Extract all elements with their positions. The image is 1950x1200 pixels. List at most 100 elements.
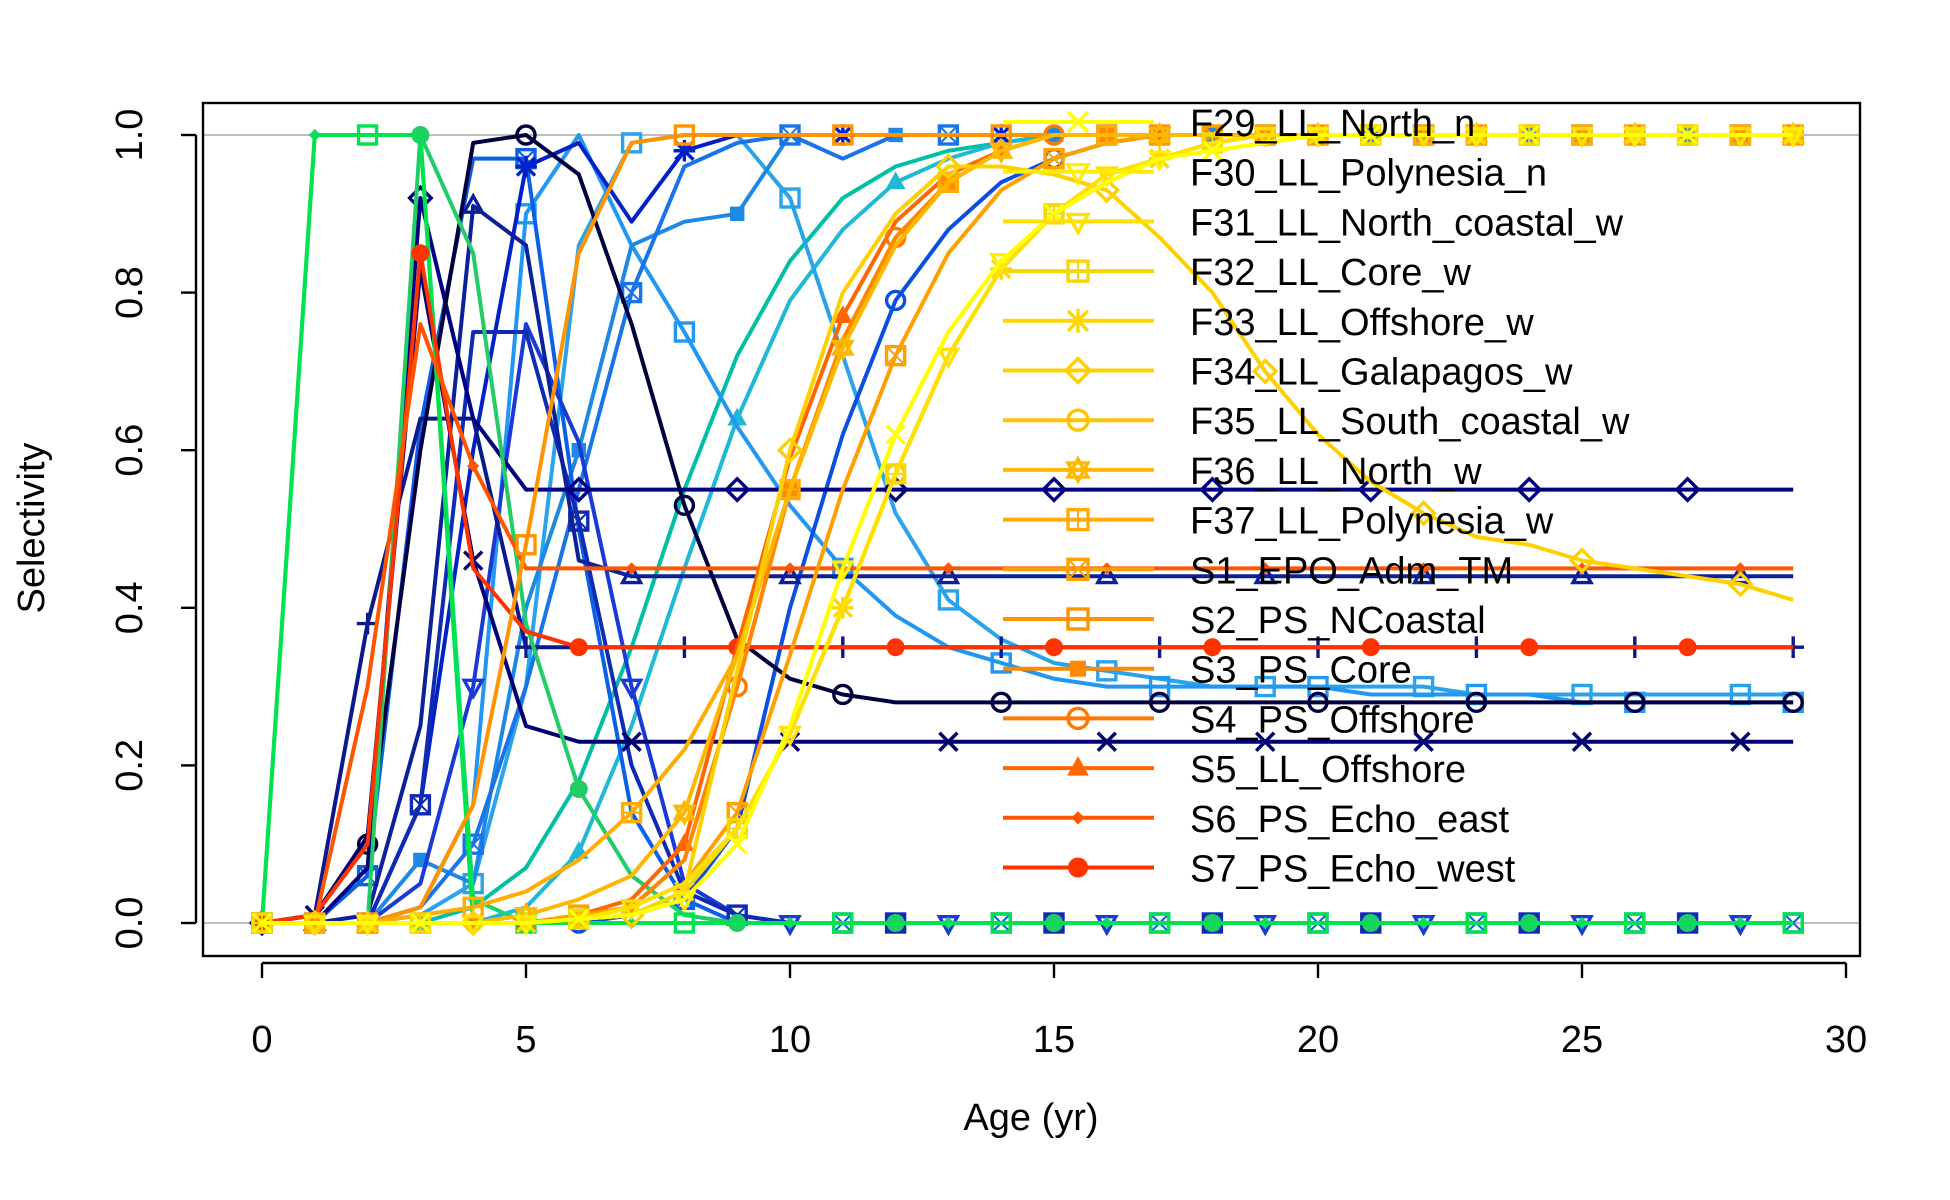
series-line-10 bbox=[262, 133, 1794, 925]
legend-entry-5: F34_LL_Galapagos_w bbox=[1003, 352, 1573, 394]
legend-entry-1: F30_LL_Polynesia_n bbox=[1003, 153, 1547, 195]
legend-swatch-marker bbox=[1066, 408, 1090, 432]
data-point bbox=[621, 731, 642, 752]
data-point bbox=[886, 638, 905, 657]
series-line-18 bbox=[262, 133, 1794, 925]
data-point bbox=[568, 908, 590, 930]
data-point bbox=[673, 139, 696, 162]
data-point bbox=[1254, 731, 1276, 752]
legend-swatch-marker bbox=[1063, 356, 1093, 385]
data-point bbox=[989, 137, 1014, 165]
series-line-23 bbox=[262, 203, 1794, 925]
data-point bbox=[1782, 691, 1804, 714]
legend-label: F35_LL_South_coastal_w bbox=[1190, 401, 1630, 443]
y-axis-label: Selectivity bbox=[11, 442, 53, 613]
data-point bbox=[1307, 675, 1329, 698]
data-point bbox=[1570, 562, 1594, 585]
legend-entry-6: F35_LL_South_coastal_w bbox=[1003, 401, 1630, 443]
legend-label: F37_LL_Polynesia_w bbox=[1190, 501, 1554, 543]
data-point bbox=[1727, 570, 1754, 598]
y-axis: 0.0 0.2 0.4 0.6 0.8 1.0 bbox=[109, 109, 198, 949]
legend-label: F33_LL_Offshore_w bbox=[1190, 302, 1534, 344]
data-point bbox=[1096, 731, 1118, 752]
legend-entry-13: S5_LL_Offshore bbox=[1003, 749, 1466, 791]
data-point bbox=[1413, 731, 1434, 752]
data-point bbox=[1148, 912, 1171, 934]
x-tick-label: 30 bbox=[1825, 1019, 1867, 1061]
data-point bbox=[937, 589, 960, 611]
x-tick-label: 25 bbox=[1561, 1019, 1603, 1061]
data-point bbox=[935, 153, 962, 180]
data-point bbox=[942, 562, 955, 575]
data-point bbox=[936, 347, 961, 370]
series-line-3 bbox=[262, 133, 1794, 925]
data-point bbox=[673, 124, 696, 146]
data-point bbox=[938, 731, 959, 752]
data-point bbox=[778, 562, 802, 585]
data-point bbox=[515, 534, 537, 556]
data-point bbox=[990, 691, 1012, 714]
data-point bbox=[673, 912, 696, 934]
legend-entry-15: S7_PS_Echo_west bbox=[1003, 849, 1516, 891]
legend-entry-12: S4_PS_Offshore bbox=[1003, 699, 1474, 741]
data-point bbox=[565, 476, 593, 503]
data-point bbox=[1043, 147, 1065, 170]
legend-swatch-marker bbox=[1068, 857, 1088, 878]
data-point bbox=[625, 562, 638, 575]
data-point bbox=[410, 912, 431, 934]
x-axis: 0 5 10 15 20 25 30 bbox=[251, 961, 1867, 1061]
legend-swatch-marker bbox=[1065, 455, 1091, 485]
data-point bbox=[673, 494, 696, 517]
legend-label: F30_LL_Polynesia_n bbox=[1190, 153, 1547, 195]
data-point bbox=[1094, 166, 1119, 188]
series-line-17 bbox=[260, 133, 1794, 925]
series-line-8 bbox=[262, 133, 1794, 925]
data-point bbox=[461, 678, 486, 701]
series-line-6 bbox=[262, 133, 1794, 925]
legend-label: F34_LL_Galapagos_w bbox=[1190, 352, 1573, 394]
legend-entry-11: S3_PS_Core bbox=[1003, 650, 1412, 692]
legend-swatch-marker bbox=[1065, 163, 1091, 187]
data-point bbox=[409, 794, 432, 816]
data-point bbox=[1202, 140, 1223, 161]
legend-entry-7: F36_LL_North_w bbox=[1003, 451, 1482, 493]
legend-label: S1_EPO_Adm_TM bbox=[1190, 550, 1513, 592]
legend-label: F29_LL_North_n bbox=[1190, 103, 1475, 145]
data-point bbox=[1203, 638, 1222, 657]
data-point bbox=[619, 899, 644, 921]
data-point bbox=[467, 459, 480, 473]
legend-entry-10: S2_PS_NCoastal bbox=[1003, 600, 1486, 642]
series-line-25 bbox=[262, 133, 1794, 925]
data-point bbox=[569, 780, 588, 799]
legend-label: F32_LL_Core_w bbox=[1190, 252, 1472, 294]
data-point bbox=[832, 305, 853, 324]
data-point bbox=[990, 912, 1012, 934]
data-point bbox=[1465, 691, 1488, 714]
data-point bbox=[1624, 912, 1646, 934]
plot-frame bbox=[201, 101, 1862, 958]
data-point bbox=[1360, 124, 1382, 146]
data-point bbox=[1307, 691, 1329, 714]
data-point bbox=[1253, 126, 1278, 149]
data-point bbox=[1253, 562, 1278, 585]
legend-label: S3_PS_Core bbox=[1190, 650, 1412, 692]
data-point bbox=[620, 801, 643, 824]
data-point bbox=[356, 124, 379, 146]
legend-label: S6_PS_Echo_east bbox=[1190, 799, 1509, 841]
legend: F29_LL_North_n F30_LL_Polynesia_n F31_LL_N… bbox=[1003, 103, 1630, 891]
series-line-9 bbox=[262, 133, 1794, 925]
data-point bbox=[1465, 912, 1488, 934]
data-point bbox=[673, 321, 696, 343]
series-0 bbox=[251, 124, 1794, 934]
data-point bbox=[1678, 638, 1697, 657]
x-tick-label: 0 bbox=[251, 1019, 272, 1061]
series-line-11 bbox=[262, 133, 1794, 925]
data-point bbox=[1571, 731, 1593, 752]
x-tick-label: 10 bbox=[769, 1019, 811, 1061]
data-point bbox=[1411, 562, 1436, 585]
data-point bbox=[1094, 562, 1119, 585]
legend-swatch-marker bbox=[1066, 507, 1090, 532]
data-point bbox=[989, 253, 1014, 275]
series-line-16 bbox=[260, 133, 1794, 925]
data-point bbox=[832, 912, 854, 934]
